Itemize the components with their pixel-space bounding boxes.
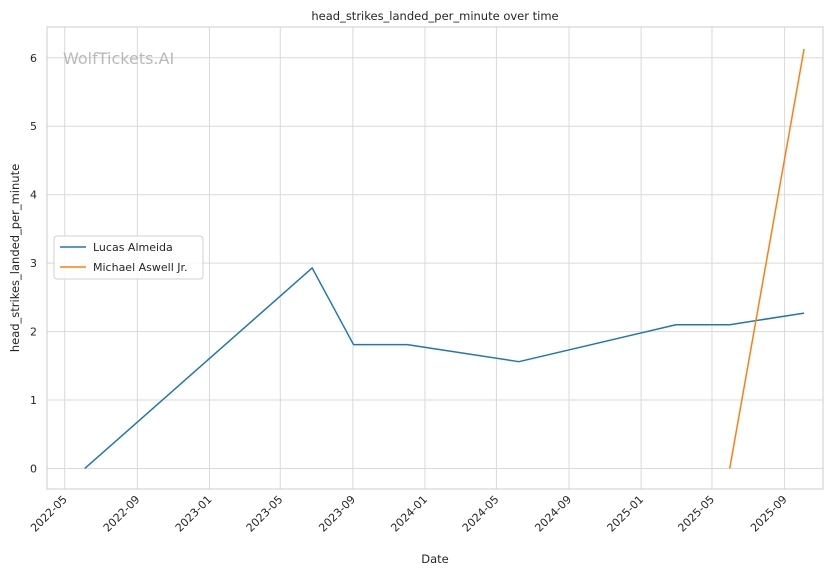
series-line-lucas-almeida bbox=[84, 267, 805, 470]
y-tick-label: 3 bbox=[30, 257, 37, 270]
watermark: WolfTickets.AI bbox=[63, 49, 174, 68]
series-lines bbox=[84, 48, 805, 470]
x-axis-title: Date bbox=[421, 552, 449, 566]
series-line-michael-aswell-jr bbox=[728, 48, 805, 469]
y-tick-label: 5 bbox=[30, 120, 37, 133]
chart-title: head_strikes_landed_per_minute over time bbox=[311, 9, 558, 23]
series-michael-aswell-jr bbox=[728, 48, 805, 469]
series-lucas-almeida bbox=[84, 267, 805, 470]
legend-label-michael-aswell-jr: Michael Aswell Jr. bbox=[93, 261, 188, 274]
y-tick-label: 4 bbox=[30, 189, 37, 202]
y-tick-label: 1 bbox=[30, 394, 37, 407]
legend-label-lucas-almeida: Lucas Almeida bbox=[93, 241, 173, 254]
grid-lines bbox=[47, 27, 823, 489]
legend-box bbox=[53, 235, 204, 280]
y-tick-label: 6 bbox=[30, 52, 37, 65]
y-tick-label: 2 bbox=[30, 326, 37, 339]
y-axis-title: head_strikes_landed_per_minute bbox=[8, 164, 22, 352]
plot-area-frame bbox=[46, 26, 824, 490]
y-tick-label: 0 bbox=[30, 462, 37, 475]
legend: Lucas Almeida Michael Aswell Jr. bbox=[53, 235, 204, 280]
y-tick-labels: 0 1 2 3 4 5 6 bbox=[30, 52, 37, 476]
